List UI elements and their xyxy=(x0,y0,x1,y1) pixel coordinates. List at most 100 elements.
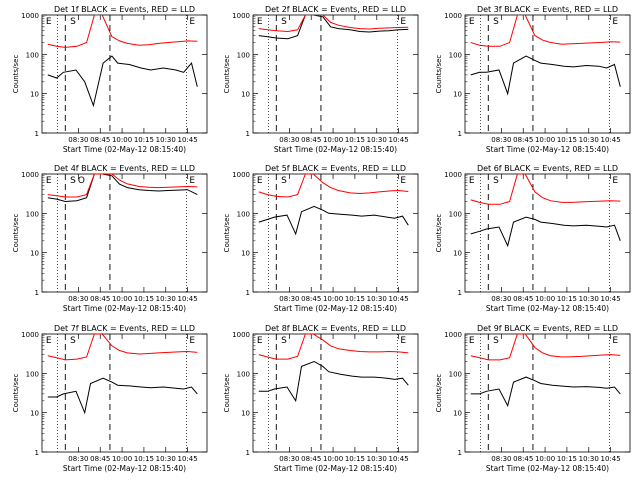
x-tick-label: 10:15 xyxy=(557,136,577,144)
panel-title: Det 6f BLACK = Events, RED = LLD xyxy=(477,164,618,173)
event-marker: E xyxy=(612,176,618,186)
x-tick-label: 08:45 xyxy=(90,295,110,303)
y-tick-label: 1 xyxy=(35,449,39,457)
x-tick-label: 08:45 xyxy=(301,295,321,303)
y-tick-label: 10 xyxy=(30,250,39,258)
x-tick-label: 10:30 xyxy=(579,455,599,463)
x-tick-label: 10:00 xyxy=(112,295,132,303)
event-marker: E xyxy=(257,336,263,346)
lld-series-line xyxy=(470,334,621,361)
y-axis-label: Counts/sec xyxy=(12,55,20,94)
event-marker: E xyxy=(189,336,195,346)
y-tick-label: 1000 xyxy=(444,331,462,339)
lld-series-line xyxy=(47,334,198,361)
y-tick-label: 100 xyxy=(449,210,462,218)
y-tick-label: 10 xyxy=(453,250,462,258)
x-tick-label: 08:30 xyxy=(279,455,299,463)
x-tick-label: 10:45 xyxy=(388,455,408,463)
y-tick-label: 1000 xyxy=(444,171,462,179)
y-tick-label: 100 xyxy=(237,370,250,378)
x-axis-label: Start Time (02-May-12 08:15:40) xyxy=(486,304,609,313)
x-tick-label: 10:00 xyxy=(112,136,132,144)
x-axis-label: Start Time (02-May-12 08:15:40) xyxy=(486,145,609,154)
plot-frame xyxy=(464,173,631,293)
x-tick-label: 08:30 xyxy=(491,455,511,463)
y-tick-label: 10 xyxy=(453,410,462,418)
x-tick-label: 08:45 xyxy=(513,295,533,303)
x-tick-label: 10:15 xyxy=(345,295,365,303)
lld-series-line xyxy=(470,15,621,47)
y-axis-label: Counts/sec xyxy=(435,374,443,413)
y-tick-label: 1 xyxy=(35,130,39,138)
x-tick-label: 10:45 xyxy=(177,136,197,144)
events-series-line xyxy=(47,55,198,108)
events-series-line xyxy=(258,205,409,236)
event-marker: S xyxy=(493,176,499,186)
lld-series-line xyxy=(47,174,198,198)
y-tick-label: 1 xyxy=(246,449,250,457)
panel-title: Det 4f BLACK = Events, RED = LLD xyxy=(54,164,195,173)
plot-frame xyxy=(41,173,208,293)
panel-7: Det 7f BLACK = Events, RED = LLD 1 10 100 10… xyxy=(12,324,208,473)
events-series-line xyxy=(258,15,409,40)
y-tick-label: 1000 xyxy=(232,331,250,339)
event-marker: E xyxy=(189,17,195,27)
y-tick-label: 1 xyxy=(35,289,39,297)
panel-4: Det 4f BLACK = Events, RED = LLD 1 10 100 10… xyxy=(12,164,208,313)
y-tick-label: 1000 xyxy=(232,12,250,20)
x-tick-label: 08:45 xyxy=(301,136,321,144)
x-axis-label: Start Time (02-May-12 08:15:40) xyxy=(63,464,186,473)
x-axis-label: Start Time (02-May-12 08:15:40) xyxy=(63,145,186,154)
event-marker: S xyxy=(70,336,76,346)
event-marker: E xyxy=(612,336,618,346)
event-marker: S xyxy=(493,17,499,27)
plot-frame xyxy=(41,14,208,134)
y-axis-label: Counts/sec xyxy=(435,214,443,253)
event-marker: E xyxy=(400,17,406,27)
event-marker: E xyxy=(469,336,475,346)
plot-frame xyxy=(252,333,419,453)
y-tick-label: 10 xyxy=(30,91,39,99)
y-tick-label: 100 xyxy=(237,210,250,218)
y-axis-label: Counts/sec xyxy=(223,374,231,413)
event-marker: E xyxy=(400,176,406,186)
event-marker: E xyxy=(469,176,475,186)
x-tick-label: 10:30 xyxy=(367,295,387,303)
y-axis-label: Counts/sec xyxy=(12,374,20,413)
panel-5: Det 5f BLACK = Events, RED = LLD 1 10 100 10… xyxy=(223,164,419,313)
event-marker: E xyxy=(257,176,263,186)
x-tick-label: 10:30 xyxy=(579,295,599,303)
plot-frame xyxy=(252,173,419,293)
y-tick-label: 1 xyxy=(246,289,250,297)
x-tick-label: 10:00 xyxy=(535,455,555,463)
x-tick-label: 08:30 xyxy=(491,136,511,144)
events-series-line xyxy=(470,376,621,408)
x-tick-label: 10:30 xyxy=(367,455,387,463)
panel-title: Det 8f BLACK = Events, RED = LLD xyxy=(265,324,406,333)
panel-3: Det 3f BLACK = Events, RED = LLD 1 10 100 10… xyxy=(435,5,631,154)
event-marker: E xyxy=(469,17,475,27)
event-marker: E xyxy=(612,17,618,27)
panel-9: Det 9f BLACK = Events, RED = LLD 1 10 100 10… xyxy=(435,324,631,473)
x-axis-label: Start Time (02-May-12 08:15:40) xyxy=(274,145,397,154)
events-series-line xyxy=(258,360,409,403)
events-series-line xyxy=(47,174,198,203)
event-marker: S xyxy=(70,17,76,27)
x-tick-label: 10:00 xyxy=(112,455,132,463)
panel-1: Det 1f BLACK = Events, RED = LLD 1 10 100 10… xyxy=(12,5,208,154)
x-tick-label: 10:15 xyxy=(134,136,154,144)
x-tick-label: 10:45 xyxy=(388,136,408,144)
event-marker: S xyxy=(281,17,287,27)
y-tick-label: 1000 xyxy=(21,171,39,179)
lld-series-line xyxy=(258,15,409,33)
event-marker: S xyxy=(281,176,287,186)
x-tick-label: 08:45 xyxy=(90,136,110,144)
x-tick-label: 10:15 xyxy=(557,295,577,303)
x-tick-label: 10:45 xyxy=(600,455,620,463)
event-marker: E xyxy=(257,17,263,27)
y-tick-label: 1000 xyxy=(21,12,39,20)
x-axis-label: Start Time (02-May-12 08:15:40) xyxy=(486,464,609,473)
x-tick-label: 08:45 xyxy=(90,455,110,463)
plot-frame xyxy=(252,14,419,134)
y-tick-label: 10 xyxy=(241,250,250,258)
